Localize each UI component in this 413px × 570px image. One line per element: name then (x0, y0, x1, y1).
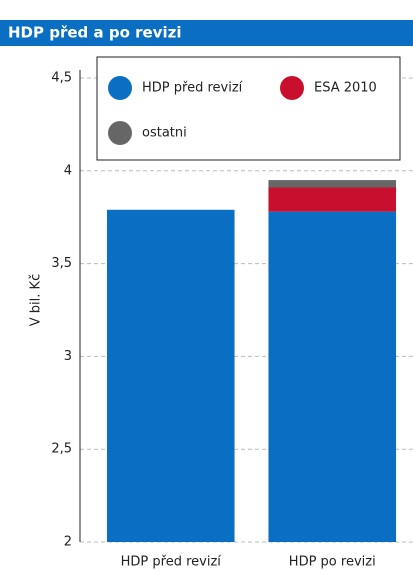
x-tick-label: HDP po revizi (289, 555, 376, 570)
y-tick-label: 2 (64, 535, 72, 550)
chart-title: HDP před a po revizi (8, 24, 181, 42)
legend-label: ESA 2010 (314, 81, 377, 96)
bar-segment (268, 211, 397, 542)
legend-swatch (108, 121, 132, 145)
legend-label: ostatni (142, 126, 187, 141)
bar-segment (268, 187, 397, 212)
bar-segment (106, 209, 235, 542)
x-tick-label: HDP před revizí (121, 555, 222, 570)
y-tick-label: 2,5 (51, 442, 72, 457)
legend-label: HDP před revizí (142, 81, 243, 96)
y-tick-label: 3 (64, 349, 72, 364)
legend-swatch (108, 76, 132, 100)
y-axis-label: V bil. Kč (29, 274, 44, 326)
y-tick-label: 4 (64, 163, 72, 178)
header-bar (0, 20, 413, 46)
y-tick-label: 3,5 (51, 256, 72, 271)
legend-box (96, 56, 401, 161)
bar-segment (268, 180, 397, 188)
legend-swatch (280, 76, 304, 100)
y-tick-label: 4,5 (51, 71, 72, 86)
